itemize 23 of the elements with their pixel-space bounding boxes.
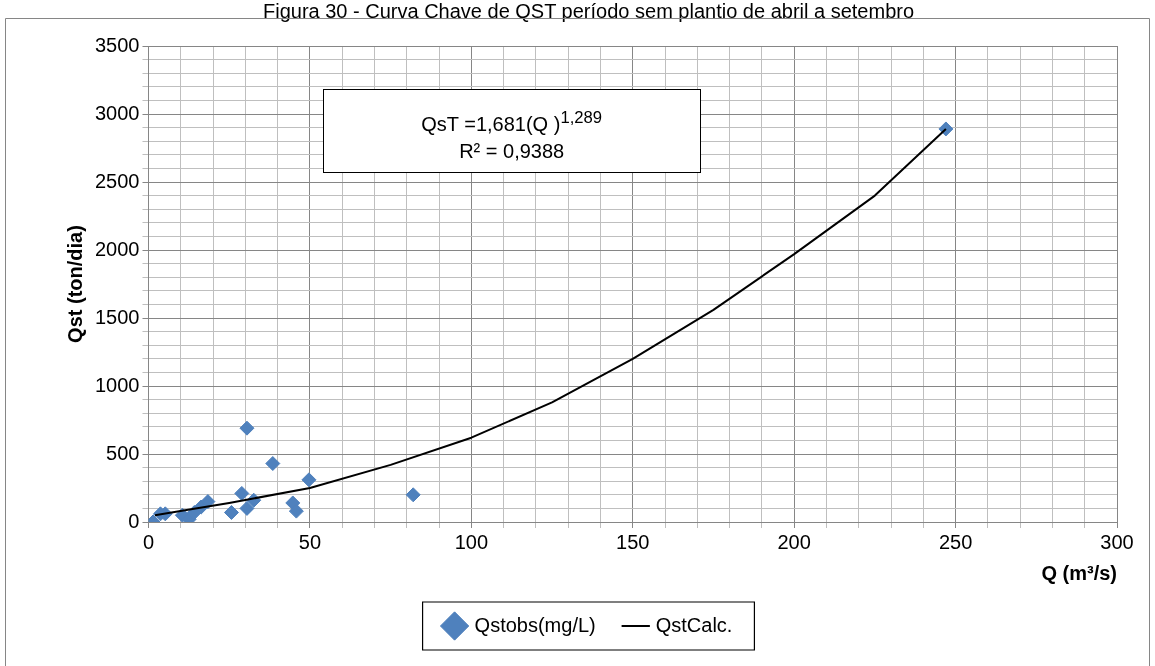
y-tick-label: 1000	[94, 373, 140, 396]
x-tick-label: 300	[1100, 530, 1134, 553]
x-tick-label: 0	[142, 530, 155, 553]
annotation: R² = 0,9388	[458, 138, 566, 164]
text-box: QsT =1,681(Q )$^{1,289}$ R² = 0,9388	[322, 89, 701, 173]
x-tick-label: 100	[454, 530, 489, 553]
y-tick-label: 3000	[94, 101, 140, 124]
x-tick-label: 50	[298, 530, 322, 553]
x-axis-title: Q (m³/s)	[1041, 561, 1117, 584]
y-tick-label: 3500	[94, 33, 140, 56]
chart-title: Figura 30 - Curva Chave de QST período sem plantio de abril a setembro	[262, 0, 915, 22]
y-tick-label: 2000	[94, 237, 140, 260]
x-tick-label: 150	[616, 530, 650, 553]
y-tick-label: 500	[106, 441, 140, 464]
x-tick-label: 200	[777, 530, 811, 553]
y-tick-label: 2500	[94, 169, 140, 192]
y-tick-label: 0	[128, 509, 140, 532]
legend-label: Qstobs(mg/L)	[474, 613, 596, 636]
x-tick-label: 250	[938, 530, 973, 553]
annotation: QsT =1,681(Q )$^{1,289}$	[420, 107, 604, 137]
y-axis-title: Qst (ton/dia)	[63, 225, 86, 343]
legend-label: QstCalc.	[655, 613, 733, 636]
y-tick-label: 1500	[94, 305, 140, 328]
